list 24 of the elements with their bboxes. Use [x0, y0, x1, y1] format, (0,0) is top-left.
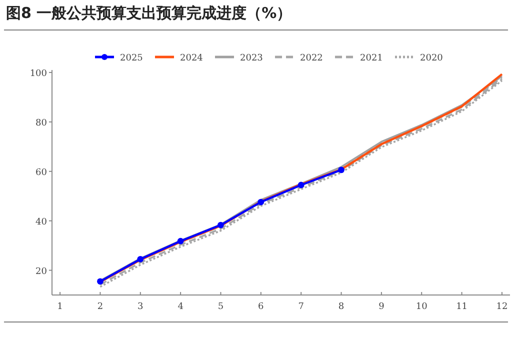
- x-tick-label: 8: [338, 302, 344, 312]
- y-tick-label: 40: [36, 217, 48, 228]
- legend-label: 2024: [180, 54, 204, 64]
- x-tick-label: 4: [178, 302, 184, 312]
- x-tick-label: 7: [298, 302, 304, 312]
- x-tick-label: 6: [258, 302, 264, 312]
- y-tick-label: 20: [36, 266, 48, 277]
- x-tick-label: 11: [456, 302, 468, 312]
- legend-label: 2020: [420, 54, 444, 64]
- legend-label: 2022: [300, 54, 323, 64]
- legend-label: 2025: [120, 54, 144, 64]
- x-tick-label: 1: [57, 302, 63, 312]
- x-tick-label: 3: [138, 302, 144, 312]
- x-tick-label: 12: [496, 302, 508, 312]
- x-tick-label: 9: [378, 302, 385, 312]
- x-tick-label: 10: [416, 302, 428, 312]
- x-tick-label: 5: [218, 302, 224, 312]
- legend-label: 2023: [240, 54, 264, 64]
- y-tick-label: 100: [30, 68, 48, 79]
- chart-title: 图8 一般公共预算支出预算完成进度（%）: [6, 4, 292, 22]
- y-tick-label: 80: [36, 118, 48, 128]
- y-tick-label: 60: [36, 168, 48, 178]
- legend-label: 2021: [360, 54, 383, 64]
- x-tick-label: 2: [97, 302, 104, 312]
